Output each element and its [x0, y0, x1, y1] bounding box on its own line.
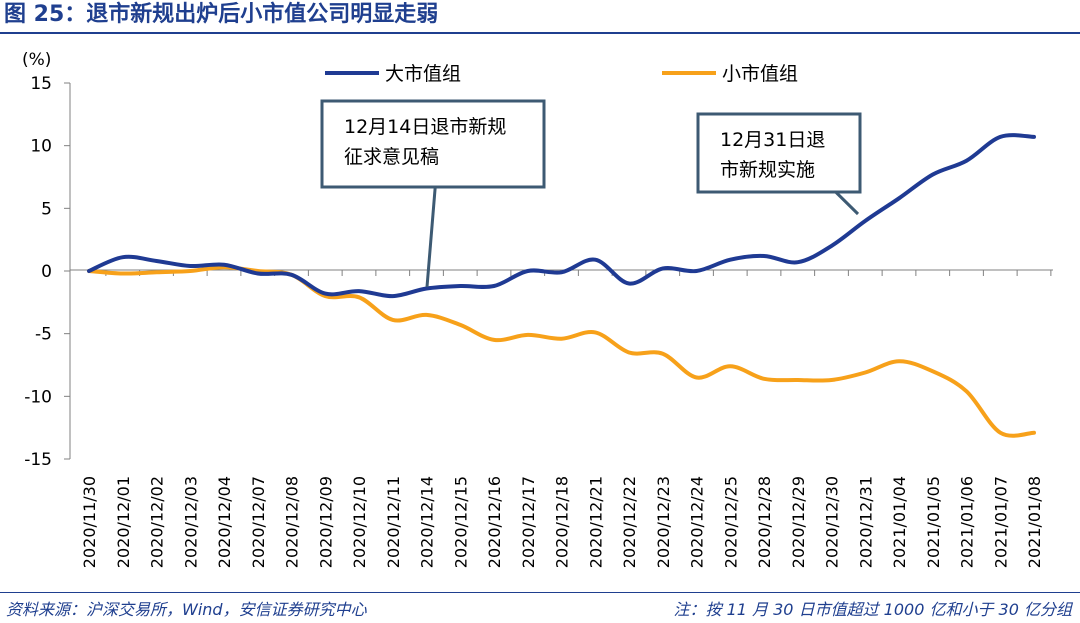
chart-axes: 15 10 5 0 -5 -10 -15 (%) 2020/11/30 2020/12/01 202… — [22, 50, 1053, 568]
y-axis-unit: (%) — [22, 50, 51, 70]
x-tick-label: 2020/12/23 — [654, 476, 673, 568]
x-tick-label: 2020/12/25 — [721, 476, 740, 568]
x-tick-label: 2020/12/04 — [215, 476, 234, 568]
series-lines — [87, 133, 1036, 438]
chart-legend: 大市值组 小市值组 — [325, 63, 798, 85]
annotation-leader-line — [834, 190, 860, 216]
x-tick-label: 2020/12/28 — [755, 476, 774, 568]
x-tick-label: 2021/01/08 — [1025, 476, 1044, 568]
x-tick-label: 2020/12/08 — [283, 476, 302, 568]
y-tick-label: -10 — [24, 387, 52, 407]
annotation-text: 12月31日退 — [720, 129, 825, 151]
x-tick-label: 2020/12/01 — [114, 476, 133, 568]
annotation-text: 12月14日退市新规 — [344, 116, 506, 138]
series-line-large — [87, 133, 1036, 299]
page-title: 图 25：退市新规出炉后小市值公司明显走弱 — [4, 2, 439, 27]
x-tick-label: 2021/01/05 — [924, 476, 943, 568]
y-tick-label: 0 — [41, 262, 52, 282]
x-tick-label: 2020/12/02 — [148, 476, 167, 568]
footer-divider — [0, 592, 1080, 593]
y-tick-label: -15 — [24, 450, 52, 470]
legend-label-small: 小市值组 — [722, 63, 798, 85]
annotation-leader-line — [425, 186, 437, 288]
x-tick-label: 2021/01/07 — [991, 476, 1010, 568]
x-tick-label: 2020/12/22 — [620, 476, 639, 568]
x-tick-label: 2020/12/10 — [350, 476, 369, 568]
x-tick-label: 2020/12/16 — [485, 476, 504, 568]
x-tick-label: 2020/12/17 — [519, 476, 538, 568]
x-tick-label: 2020/12/24 — [688, 476, 707, 568]
x-tick-label: 2020/12/09 — [316, 476, 335, 568]
annotation-text: 征求意见稿 — [344, 146, 439, 168]
x-tick-label: 2021/01/06 — [958, 476, 977, 568]
legend-label-large: 大市值组 — [385, 63, 461, 85]
x-tick-label: 2020/12/14 — [418, 476, 437, 568]
line-chart: 15 10 5 0 -5 -10 -15 (%) 2020/11/30 2020/12/01 202… — [22, 50, 1053, 568]
y-tick-label: 5 — [41, 199, 52, 219]
grouping-note: 注：按 11 月 30 日市值超过 1000 亿和小于 30 亿分组 — [673, 600, 1073, 619]
x-tick-label: 2020/12/11 — [384, 476, 403, 568]
x-tick-label: 2020/12/03 — [181, 476, 200, 568]
x-tick-label: 2020/11/30 — [80, 476, 99, 568]
y-tick-label: 15 — [30, 74, 52, 94]
x-tick-label: 2020/12/31 — [856, 476, 875, 568]
annotation-text: 市新规实施 — [720, 159, 815, 181]
x-tick-label: 2020/12/29 — [789, 476, 808, 568]
source-note: 资料来源：沪深交易所，Wind，安信证券研究中心 — [6, 600, 367, 619]
x-tick-label: 2020/12/30 — [823, 476, 842, 568]
y-tick-label: -5 — [35, 325, 52, 345]
x-tick-label: 2020/12/21 — [586, 476, 605, 568]
y-tick-label: 10 — [30, 137, 52, 157]
series-line-small — [87, 265, 1036, 438]
title-divider — [0, 32, 1080, 34]
x-tick-label: 2021/01/04 — [890, 476, 909, 568]
x-tick-label: 2020/12/07 — [249, 476, 268, 568]
annotation-box — [320, 99, 546, 189]
annotation-box — [696, 112, 862, 194]
x-tick-label: 2020/12/15 — [451, 476, 470, 568]
x-tick-label: 2020/12/18 — [553, 476, 572, 568]
